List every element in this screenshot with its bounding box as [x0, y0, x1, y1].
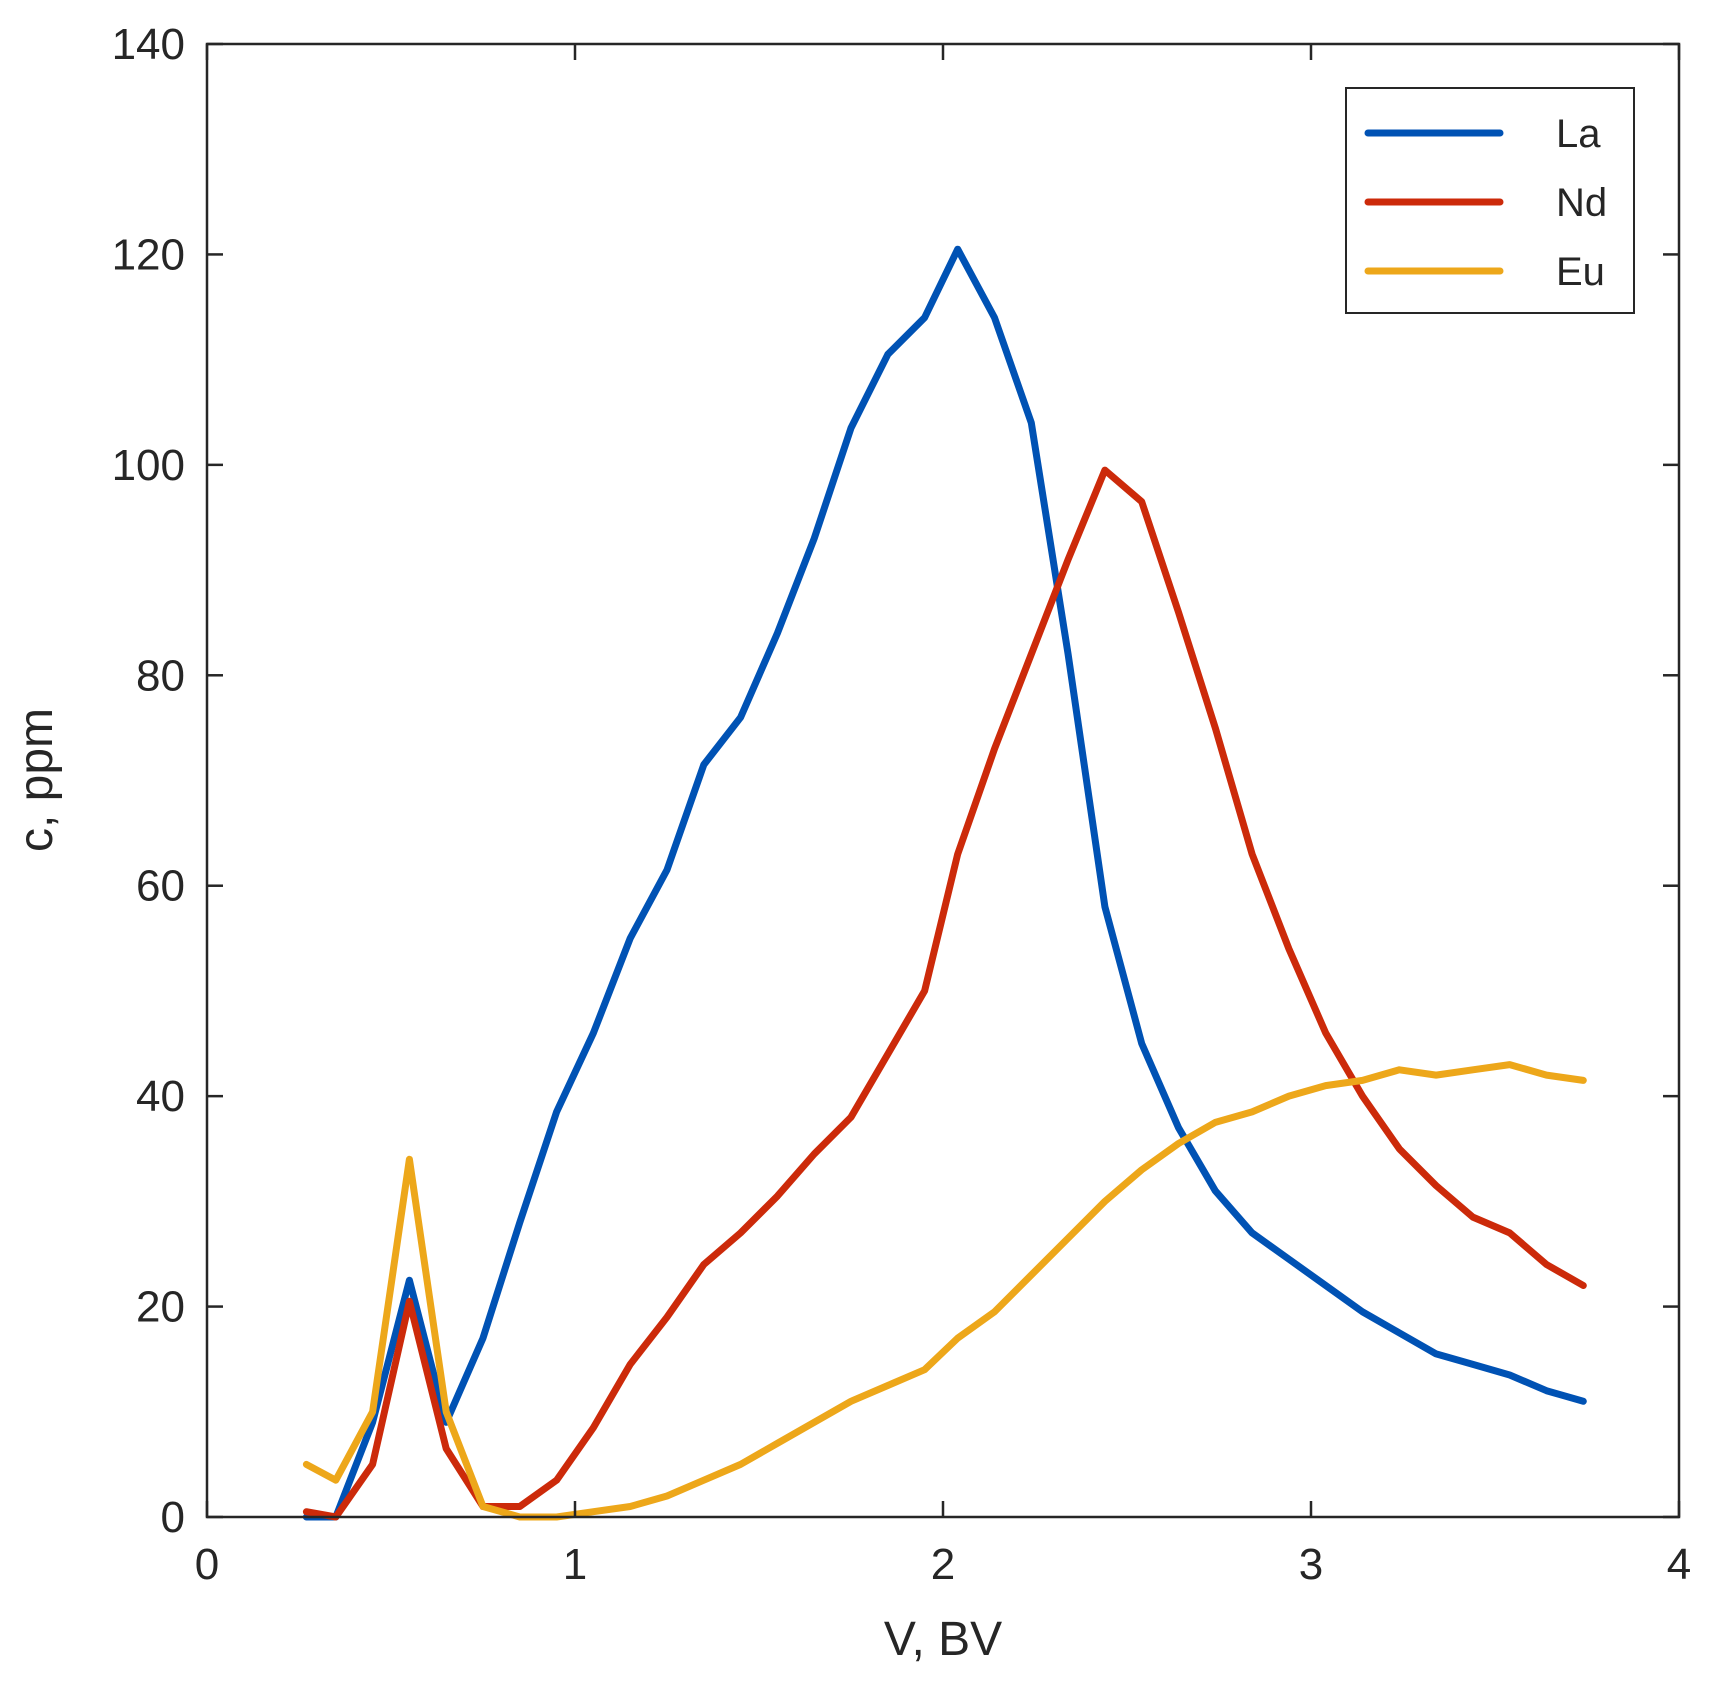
y-tick-label: 120 [112, 230, 185, 279]
legend: La Nd Eu [1345, 87, 1635, 314]
x-tick-label: 1 [563, 1540, 587, 1589]
y-tick-label: 80 [136, 651, 185, 700]
series-line-la [302, 245, 1587, 1521]
x-tick-label: 2 [931, 1540, 955, 1589]
series-line-nd [302, 466, 1587, 1521]
legend-label-la: La [1556, 112, 1601, 156]
y-axis-label: c, ppm [10, 708, 63, 852]
legend-label-eu: Eu [1556, 250, 1605, 294]
legend-label-nd: Nd [1556, 181, 1607, 225]
y-tick-label: 140 [112, 20, 185, 69]
series-layer [302, 245, 1587, 1521]
x-tick-label: 4 [1667, 1540, 1691, 1589]
y-tick-label: 60 [136, 862, 185, 911]
y-tick-label: 0 [161, 1493, 185, 1542]
x-tick-label: 0 [195, 1540, 219, 1589]
y-tick-label: 40 [136, 1072, 185, 1121]
y-tick-label: 100 [112, 441, 185, 490]
x-axis-label: V, BV [884, 1613, 1002, 1666]
x-tick-label: 3 [1299, 1540, 1323, 1589]
y-tick-label: 20 [136, 1283, 185, 1332]
series-line-eu [302, 1061, 1587, 1521]
